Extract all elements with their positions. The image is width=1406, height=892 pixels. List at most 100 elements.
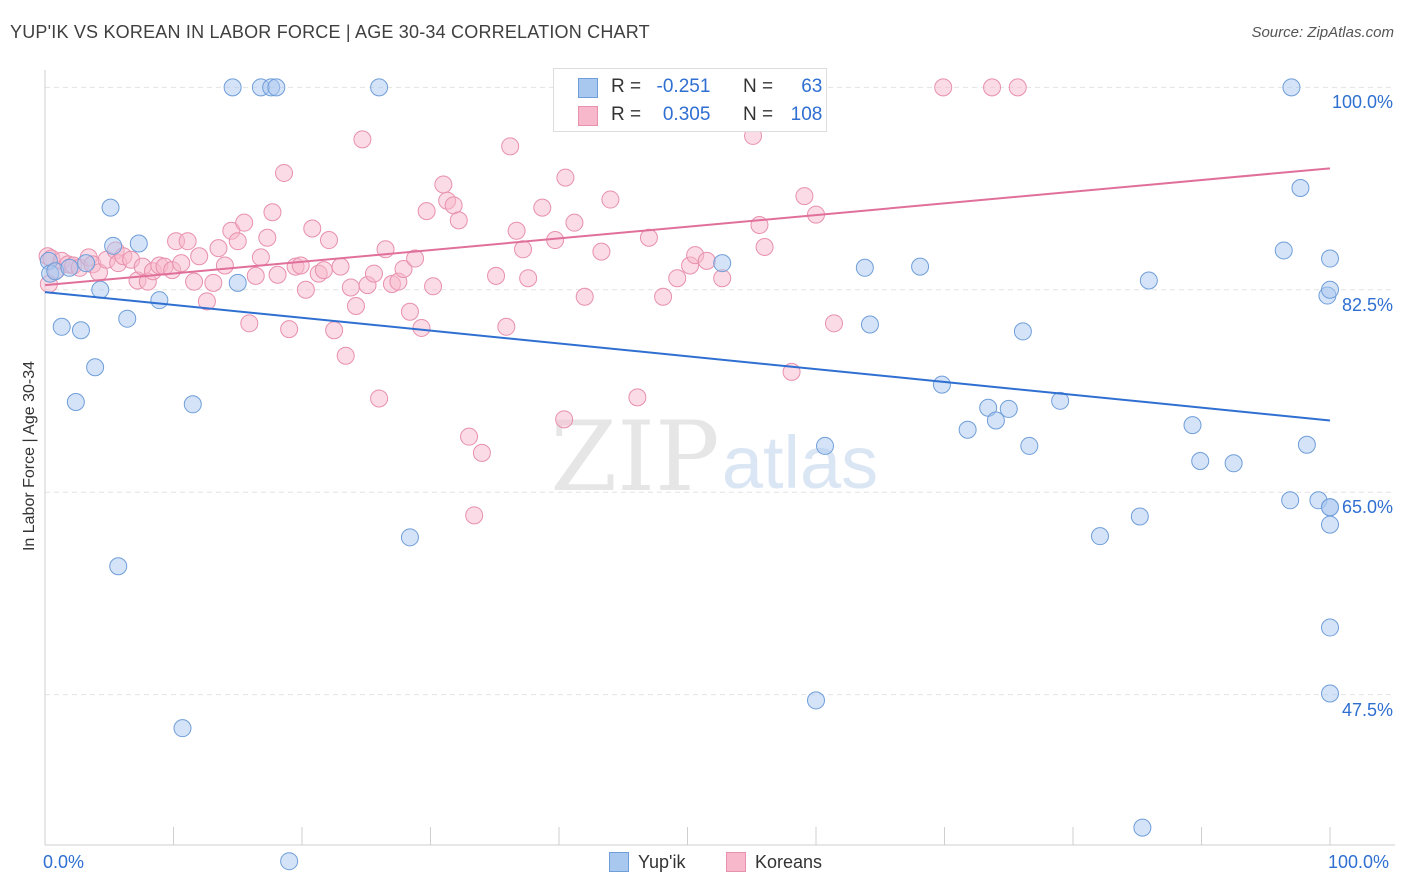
legend: R = -0.251 N = 63 R = 0.305 N = 108 bbox=[553, 68, 827, 132]
point-yupik-51 bbox=[1224, 454, 1243, 473]
point-yupik-41 bbox=[1051, 391, 1070, 410]
watermark-zip: ZIP bbox=[550, 401, 719, 513]
bottom-legend-label-yupik: Yup'ik bbox=[638, 852, 686, 872]
point-koreans-106 bbox=[983, 78, 1002, 97]
point-yupik-31 bbox=[855, 258, 874, 277]
point-yupik-61 bbox=[1321, 618, 1339, 637]
point-yupik-43 bbox=[1130, 507, 1149, 526]
point-koreans-40 bbox=[268, 265, 287, 284]
point-yupik-38 bbox=[999, 399, 1018, 418]
x-tick-label-min: 0.0% bbox=[43, 852, 85, 872]
trend-line-koreans bbox=[44, 167, 1331, 287]
y-tick-label-2: 82.5% bbox=[1341, 294, 1393, 315]
point-koreans-30 bbox=[209, 239, 228, 258]
point-yupik-12 bbox=[109, 557, 128, 576]
legend-n-value-koreans: 108 bbox=[790, 104, 823, 125]
point-yupik-23 bbox=[280, 852, 299, 871]
point-yupik-46 bbox=[1282, 78, 1301, 97]
point-koreans-51 bbox=[331, 257, 350, 276]
point-koreans-58 bbox=[370, 389, 389, 408]
point-koreans-46 bbox=[303, 219, 322, 238]
point-koreans-75 bbox=[487, 266, 506, 285]
point-koreans-96 bbox=[713, 269, 732, 288]
legend-r-label: R = bbox=[611, 76, 642, 97]
point-koreans-76 bbox=[497, 317, 516, 336]
point-koreans-91 bbox=[654, 287, 673, 306]
x-tick-label-max: 100.0% bbox=[1328, 852, 1390, 872]
point-yupik-3 bbox=[52, 317, 71, 336]
point-koreans-100 bbox=[755, 237, 774, 256]
point-koreans-80 bbox=[519, 269, 538, 288]
point-koreans-44 bbox=[291, 256, 310, 275]
axes bbox=[44, 70, 1395, 846]
point-yupik-33 bbox=[911, 257, 930, 276]
series-koreans bbox=[38, 78, 1027, 525]
point-koreans-66 bbox=[417, 202, 436, 221]
point-koreans-25 bbox=[178, 232, 197, 251]
point-koreans-70 bbox=[444, 196, 463, 215]
point-koreans-27 bbox=[190, 247, 209, 266]
point-koreans-92 bbox=[668, 269, 687, 288]
point-yupik-34 bbox=[932, 375, 951, 394]
legend-swatch-yupik bbox=[578, 78, 598, 98]
point-koreans-64 bbox=[406, 249, 425, 268]
point-yupik-42 bbox=[1090, 527, 1109, 546]
point-koreans-83 bbox=[555, 410, 574, 429]
source-label: Source: ZipAtlas.com bbox=[1251, 24, 1394, 41]
bottom-legend-label-koreans: Koreans bbox=[755, 852, 823, 872]
point-yupik-15 bbox=[150, 291, 169, 310]
watermark-atlas: atlas bbox=[722, 421, 878, 504]
point-koreans-102 bbox=[795, 187, 814, 206]
point-koreans-39 bbox=[263, 203, 282, 222]
point-koreans-89 bbox=[628, 388, 647, 407]
point-yupik-29 bbox=[807, 691, 825, 710]
series-yupik bbox=[39, 78, 1339, 871]
point-yupik-45 bbox=[1281, 491, 1300, 510]
point-yupik-7 bbox=[77, 254, 96, 273]
point-koreans-54 bbox=[346, 296, 365, 315]
point-koreans-42 bbox=[280, 320, 299, 339]
point-koreans-49 bbox=[319, 231, 338, 250]
point-koreans-87 bbox=[592, 242, 611, 261]
point-yupik-32 bbox=[860, 315, 879, 334]
point-koreans-63 bbox=[400, 302, 419, 321]
point-koreans-26 bbox=[185, 272, 204, 291]
y-axis-label: In Labor Force | Age 30-34 bbox=[21, 360, 38, 552]
point-koreans-57 bbox=[364, 264, 383, 283]
point-yupik-22 bbox=[267, 78, 286, 97]
point-yupik-9 bbox=[91, 280, 110, 299]
bottom-legend-swatch-yupik bbox=[609, 852, 629, 872]
y-tick-label-0: 47.5% bbox=[1341, 699, 1393, 720]
point-yupik-62 bbox=[1321, 684, 1339, 703]
point-yupik-17 bbox=[183, 395, 202, 414]
point-yupik-30 bbox=[815, 436, 834, 455]
point-koreans-84 bbox=[556, 168, 575, 187]
legend-n-value-yupik: 63 bbox=[801, 76, 823, 97]
point-koreans-67 bbox=[424, 277, 443, 296]
gridlines bbox=[45, 86, 1395, 696]
point-koreans-73 bbox=[465, 506, 484, 525]
point-yupik-8 bbox=[86, 358, 105, 377]
y-tick-label-3: 100.0% bbox=[1331, 92, 1393, 113]
point-yupik-13 bbox=[118, 309, 137, 328]
point-yupik-60 bbox=[1321, 515, 1339, 534]
point-koreans-36 bbox=[246, 266, 265, 285]
point-koreans-34 bbox=[235, 213, 254, 232]
legend-swatch-koreans bbox=[578, 106, 598, 126]
point-yupik-48 bbox=[1133, 818, 1152, 837]
point-koreans-33 bbox=[228, 232, 247, 251]
trend-lines bbox=[44, 167, 1331, 422]
legend-r-label: R = bbox=[611, 104, 642, 125]
point-koreans-62 bbox=[394, 259, 413, 278]
point-koreans-55 bbox=[353, 130, 372, 149]
point-yupik-57 bbox=[1321, 249, 1339, 268]
point-yupik-44 bbox=[1139, 271, 1158, 290]
point-yupik-59 bbox=[1321, 498, 1339, 517]
point-koreans-72 bbox=[460, 427, 479, 446]
point-koreans-107 bbox=[1008, 78, 1027, 97]
bottom-legend-koreans: Koreans bbox=[726, 852, 822, 873]
point-yupik-49 bbox=[1183, 416, 1202, 435]
point-koreans-65 bbox=[412, 318, 431, 337]
point-yupik-27 bbox=[713, 254, 732, 273]
